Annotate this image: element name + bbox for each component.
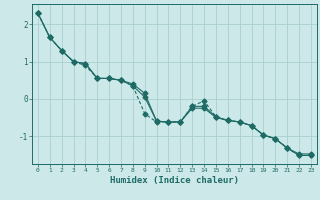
X-axis label: Humidex (Indice chaleur): Humidex (Indice chaleur) xyxy=(110,176,239,185)
